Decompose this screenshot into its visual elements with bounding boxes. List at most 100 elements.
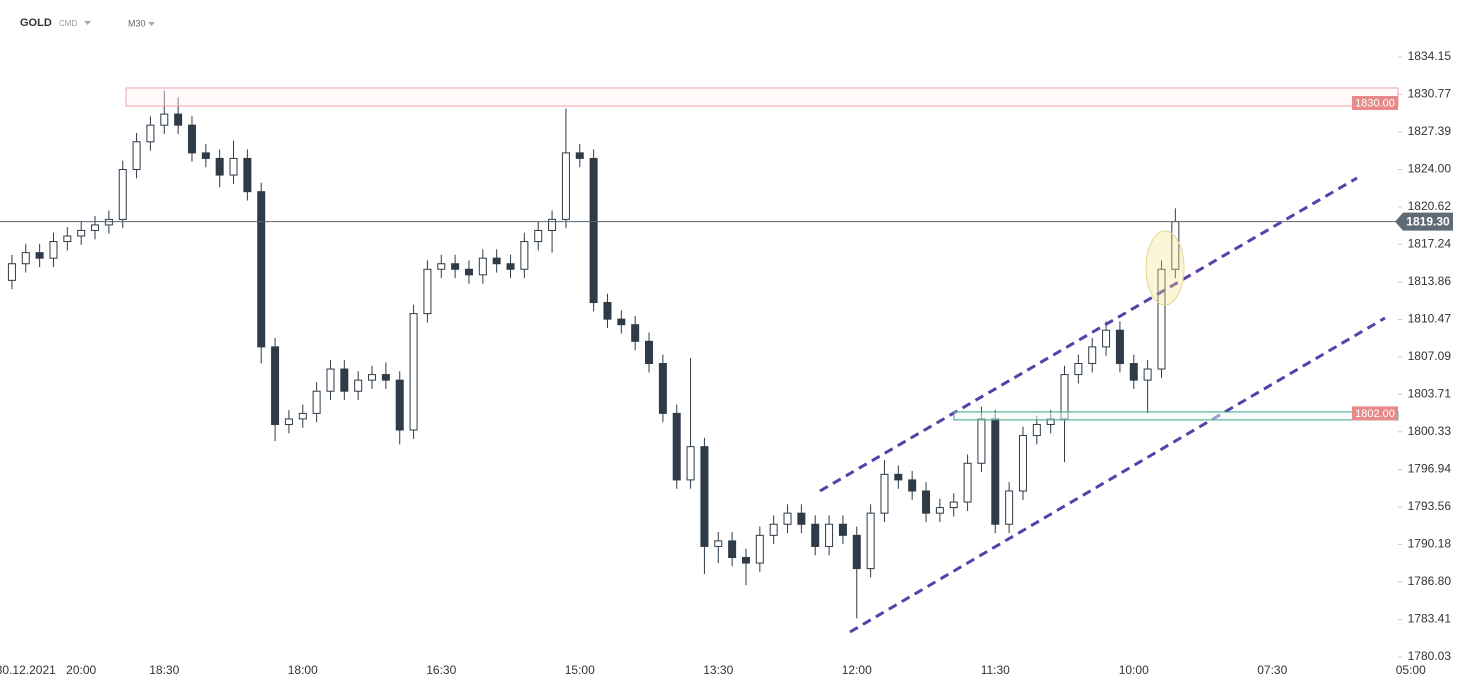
x-tick-label: 20:00: [66, 663, 96, 677]
candle-body: [35, 252, 44, 259]
candle-body: [963, 462, 972, 503]
x-tick-label: 07:30: [1257, 663, 1287, 677]
candle-body: [548, 218, 557, 231]
candle-body: [1115, 329, 1124, 365]
candle-body: [880, 473, 889, 514]
y-tick-label: 1810.47: [1408, 312, 1452, 326]
candle-body: [1018, 435, 1027, 492]
candle-body: [908, 479, 917, 492]
candle-body: [174, 113, 183, 126]
candle-body: [1074, 363, 1083, 376]
candle-body: [381, 374, 390, 381]
y-tick-label: 1827.39: [1408, 124, 1452, 138]
candle-body: [783, 512, 792, 525]
candle-body: [201, 152, 210, 159]
y-tick-label: 1807.09: [1408, 349, 1452, 363]
resistance-zone: [125, 87, 1399, 107]
candle-body: [423, 268, 432, 315]
x-tick-label: 30.12.2021: [0, 663, 56, 677]
candle-body: [160, 113, 169, 126]
highlight: [1145, 230, 1185, 306]
trend-line: [819, 176, 1358, 493]
candle-body: [534, 229, 543, 243]
x-tick-label: 16:30: [426, 663, 456, 677]
candle-body: [215, 157, 224, 176]
candle-body: [409, 313, 418, 431]
x-tick-label: 18:30: [149, 663, 179, 677]
candle-body: [437, 263, 446, 270]
level-tag: [1352, 406, 1398, 421]
candle-body: [451, 263, 460, 270]
y-tick-label: 1834.15: [1408, 49, 1452, 63]
candle-body: [1129, 363, 1138, 381]
symbol[interactable]: GOLD: [20, 17, 52, 29]
candle-body: [617, 318, 626, 326]
candle-body: [298, 412, 307, 420]
candle-body: [63, 235, 72, 243]
candle-body: [811, 523, 820, 547]
y-tick-label: 1824.00: [1408, 162, 1452, 176]
candle-body: [229, 157, 238, 176]
candle-body: [1143, 368, 1152, 381]
candle-body: [1102, 329, 1111, 348]
y-tick-label: 1780.03: [1408, 649, 1452, 663]
y-tick-label: 1820.62: [1408, 199, 1452, 213]
candle-body: [866, 512, 875, 570]
level-label: 1802.00: [1355, 408, 1395, 420]
candle-body: [894, 473, 903, 481]
candle-body: [187, 124, 196, 154]
candle-body: [257, 191, 266, 348]
candle-body: [464, 268, 473, 276]
y-tick-label: 1783.41: [1408, 612, 1452, 626]
level-tag: [1352, 95, 1398, 110]
candle-body: [977, 418, 986, 464]
candle-body: [1032, 423, 1041, 437]
level-label: 1830.00: [1355, 97, 1395, 109]
timeframe[interactable]: M30: [128, 18, 146, 28]
candle-body: [21, 252, 30, 265]
dropdown-arrow[interactable]: [84, 21, 91, 25]
candle-body: [104, 218, 113, 226]
candle-body: [368, 374, 377, 381]
candle-body: [769, 523, 778, 536]
candle-body: [340, 368, 349, 392]
candle-body: [132, 141, 141, 171]
support-zone: [953, 411, 1399, 421]
candle-body: [520, 241, 529, 270]
trend-line: [849, 316, 1386, 634]
candle-body: [949, 501, 958, 509]
candle-body: [935, 507, 944, 514]
x-tick-label: 15:00: [565, 663, 595, 677]
y-tick-label: 1796.94: [1408, 462, 1452, 476]
candle-body: [603, 302, 612, 320]
candle-body: [7, 263, 16, 281]
y-tick-label: 1813.86: [1408, 274, 1452, 288]
candle-body: [118, 169, 127, 220]
dropdown-arrow[interactable]: [148, 22, 155, 26]
y-tick-label: 1830.77: [1408, 87, 1452, 101]
candle-body: [700, 446, 709, 547]
candle-body: [91, 224, 100, 231]
candle-body: [395, 379, 404, 431]
candle-body: [797, 512, 806, 525]
candle-body: [326, 368, 335, 392]
candle-body: [561, 152, 570, 220]
source[interactable]: CMD: [59, 19, 77, 28]
candle-body: [478, 257, 487, 276]
candle-body: [991, 418, 1000, 525]
price-tag: [1395, 212, 1453, 231]
candle-body: [922, 490, 931, 514]
y-tick-label: 1800.33: [1408, 424, 1452, 438]
candle-body: [658, 363, 667, 414]
candle-body: [243, 157, 252, 193]
candle-body: [645, 340, 654, 365]
candle-body: [825, 523, 834, 547]
candle-body: [575, 152, 584, 159]
candle-body: [741, 557, 750, 564]
y-tick-label: 1803.71: [1408, 387, 1452, 401]
x-tick-label: 05:00: [1396, 663, 1426, 677]
candle-body: [77, 229, 86, 237]
y-tick-label: 1790.18: [1408, 537, 1452, 551]
